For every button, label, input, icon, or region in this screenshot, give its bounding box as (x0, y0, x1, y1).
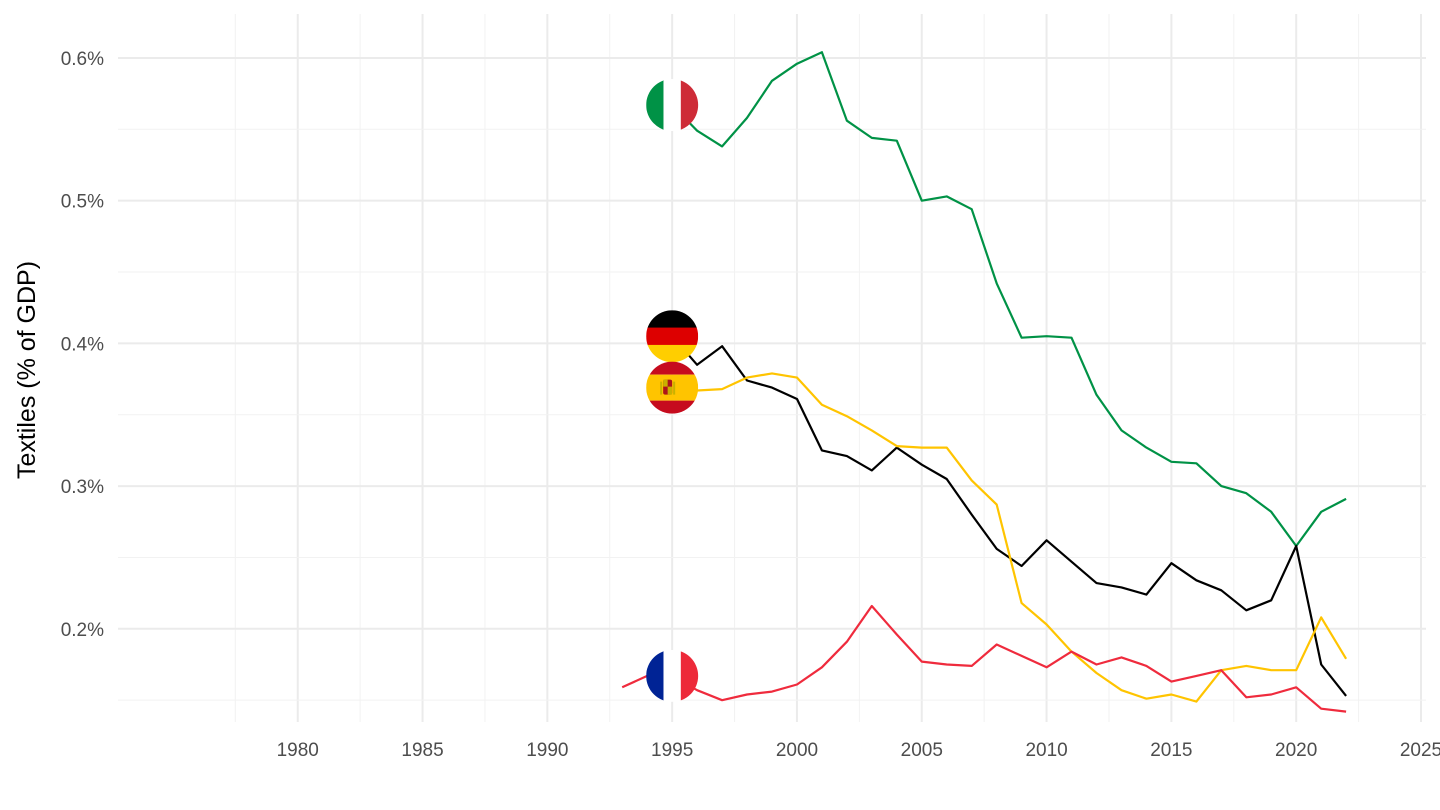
x-tick-label: 2000 (776, 740, 818, 761)
y-tick-label: 0.4% (61, 334, 104, 355)
y-tick-label: 0.3% (61, 477, 104, 498)
x-tick-label: 1980 (277, 740, 319, 761)
y-tick-label: 0.5% (61, 192, 104, 213)
y-axis-ticks: 0.2% 0.3% 0.4% 0.5% 0.6% (61, 49, 104, 641)
x-tick-label: 1985 (401, 740, 443, 761)
y-axis-title: Textiles (% of GDP) (13, 261, 41, 479)
x-tick-label: 2015 (1150, 740, 1192, 761)
series-line-germany (671, 335, 1347, 697)
y-tick-label: 0.2% (61, 620, 104, 641)
x-tick-label: 2020 (1275, 740, 1317, 761)
x-tick-label: 2005 (901, 740, 943, 761)
series-lines (621, 51, 1348, 713)
series-line-france (621, 604, 1347, 713)
x-tick-label: 2010 (1025, 740, 1067, 761)
series-line-italy (671, 51, 1347, 548)
series-line-spain (672, 372, 1348, 703)
x-tick-label: 1995 (651, 740, 693, 761)
y-tick-label: 0.6% (61, 49, 104, 70)
grid (118, 14, 1426, 722)
flag-italy-icon (646, 79, 699, 132)
x-axis-ticks: 1980 1985 1990 1995 2000 2005 2010 2015 2020 2025 (277, 740, 1440, 761)
flag-france-icon (646, 649, 699, 702)
x-tick-label: 1990 (526, 740, 568, 761)
flag-spain-icon (646, 361, 699, 414)
flag-germany-icon (646, 310, 699, 363)
x-tick-label: 2025 (1400, 740, 1440, 761)
